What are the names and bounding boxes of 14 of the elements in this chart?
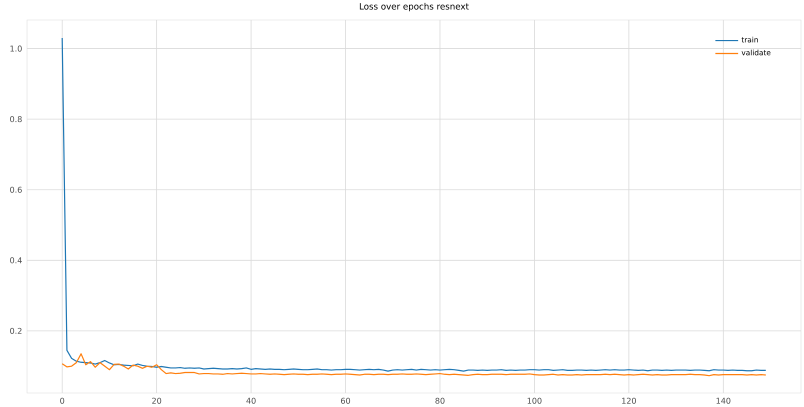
x-tick-label: 0: [60, 398, 64, 404]
y-tick-label: 0.8: [10, 116, 22, 122]
chart-title: Loss over epochs resnext: [360, 2, 469, 12]
x-tick-label: 80: [435, 398, 445, 404]
y-tick-label: 1.0: [10, 46, 22, 52]
x-tick-label: 40: [246, 398, 256, 404]
x-tick-label: 120: [622, 398, 636, 404]
y-tick-label: 0.4: [10, 257, 22, 264]
y-tick-label: 0.6: [10, 186, 22, 193]
x-tick-label: 140: [716, 398, 730, 404]
x-tick-label: 60: [341, 398, 350, 404]
y-tick-label: 0.2: [10, 328, 22, 334]
x-tick-label: 100: [528, 398, 542, 404]
x-tick-label: 20: [152, 398, 162, 404]
